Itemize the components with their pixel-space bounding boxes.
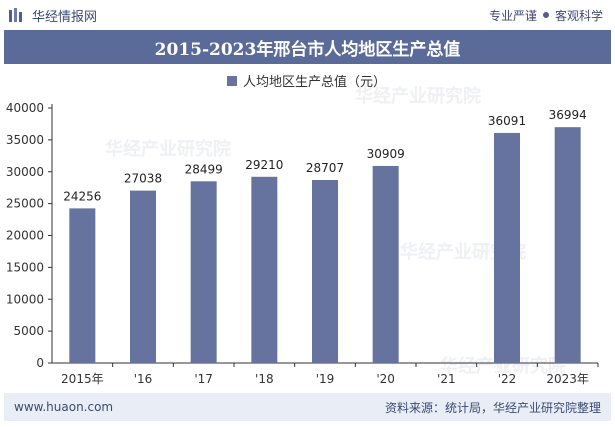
tagline: 专业严谨 客观科学 xyxy=(489,7,603,24)
data-label: 28707 xyxy=(306,161,344,175)
bar xyxy=(554,127,581,363)
x-tick-label: '16 xyxy=(134,372,153,386)
brand: 华经情报网 xyxy=(8,6,97,25)
y-tick-label: 20000 xyxy=(6,229,44,243)
y-tick-label: 30000 xyxy=(6,165,44,179)
y-tick-label: 35000 xyxy=(6,133,44,147)
x-tick-label: '19 xyxy=(316,372,335,386)
bar xyxy=(190,181,217,363)
y-tick-label: 40000 xyxy=(6,101,44,115)
y-tick-label: 15000 xyxy=(6,260,44,274)
x-tick-label: '20 xyxy=(376,372,395,386)
website-url: www.huaon.com xyxy=(14,400,114,414)
y-tick-label: 10000 xyxy=(6,292,44,306)
top-bar: 华经情报网 专业严谨 客观科学 xyxy=(0,0,615,30)
bar xyxy=(312,179,338,363)
x-tick-label: 2015年 xyxy=(61,372,104,386)
y-tick-label: 0 xyxy=(36,356,44,370)
data-label: 36091 xyxy=(488,114,526,128)
data-label: 28499 xyxy=(185,162,223,176)
data-label: 30909 xyxy=(367,147,405,161)
x-tick-label: 2023年 xyxy=(546,372,589,386)
legend-swatch xyxy=(227,76,237,86)
tag-objective: 客观科学 xyxy=(554,8,603,23)
separator-dot xyxy=(542,12,549,18)
data-source: 资料来源：统计局，华经产业研究院整理 xyxy=(384,400,601,415)
legend-label: 人均地区生产总值（元） xyxy=(243,74,386,90)
brand-logo-icon xyxy=(9,8,22,22)
bar xyxy=(494,132,520,363)
footer: www.huaon.com 资料来源：统计局，华经产业研究院整理 xyxy=(4,393,611,421)
data-label: 36994 xyxy=(549,108,587,122)
y-tick-label: 5000 xyxy=(13,324,44,338)
data-label: 24256 xyxy=(63,189,101,203)
bar xyxy=(130,190,156,363)
bar xyxy=(69,208,96,363)
brand-name: 华经情报网 xyxy=(32,9,98,25)
y-tick-label: 25000 xyxy=(6,197,44,211)
x-tick-label: '21 xyxy=(437,372,456,386)
bar xyxy=(372,165,399,363)
bar xyxy=(251,176,278,363)
x-tick-label: '18 xyxy=(255,372,274,386)
data-label: 27038 xyxy=(124,172,162,186)
tag-professional: 专业严谨 xyxy=(488,8,537,23)
chart-title: 2015-2023年邢台市人均地区生产总值 xyxy=(154,39,461,60)
title-bar: 2015-2023年邢台市人均地区生产总值 xyxy=(4,30,611,64)
x-tick-label: '22 xyxy=(498,372,517,386)
data-label: 29210 xyxy=(245,158,283,172)
x-tick-label: '17 xyxy=(194,372,213,386)
